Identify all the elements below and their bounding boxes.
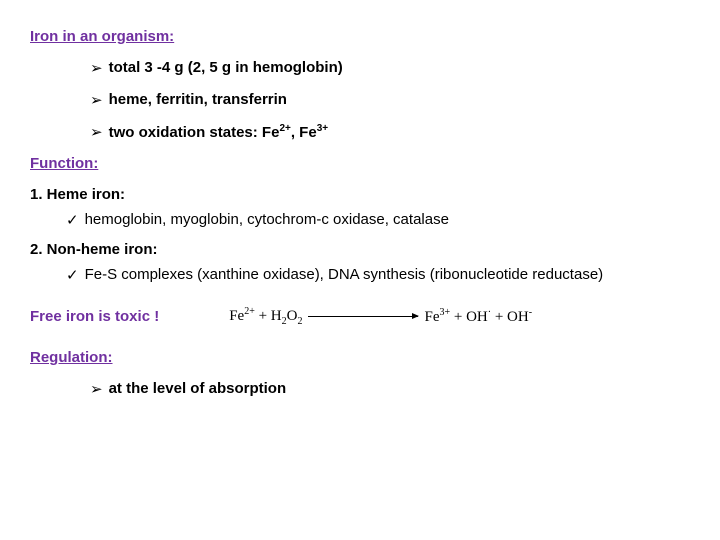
bullet-text: two oxidation states: Fe2+, Fe3+ (109, 123, 329, 141)
bullet-heme: ➢ heme, ferritin, transferrin (90, 91, 690, 109)
oh1: + OH (450, 309, 488, 325)
toxic-row: Free iron is toxic ! Fe2+ + H2O2 Fe3+ + … (30, 306, 690, 327)
regulation-heading: Regulation: (30, 349, 690, 366)
sup-fe2: 2+ (244, 306, 255, 317)
arrow-icon: ➢ (90, 123, 103, 141)
fe-left: Fe (229, 308, 244, 324)
plus-h: + H (255, 308, 282, 324)
check-icon: ✓ (66, 266, 79, 284)
heme-text: hemoglobin, myoglobin, cytochrom-c oxida… (85, 211, 449, 228)
react-fe2: Fe2+ + H2O2 (229, 306, 302, 327)
iron-bullet-list: ➢ total 3 -4 g (2, 5 g in hemoglobin) ➢ … (90, 59, 690, 141)
sup-2plus: 2+ (279, 123, 290, 134)
oh2: + OH (491, 309, 529, 325)
sub-2b: 2 (297, 316, 302, 327)
regulation-text: at the level of absorption (109, 380, 287, 397)
fe-right: Fe (424, 309, 439, 325)
regulation-item: ➢ at the level of absorption (90, 380, 690, 398)
bullet-text: total 3 -4 g (2, 5 g in hemoglobin) (109, 59, 343, 76)
bullet-text: heme, ferritin, transferrin (109, 91, 287, 108)
ox-prefix: two oxidation states: Fe (109, 124, 280, 141)
check-icon: ✓ (66, 211, 79, 229)
reaction-arrow-icon (308, 316, 418, 317)
nonheme-list: ✓ Fe-S complexes (xanthine oxidase), DNA… (66, 266, 690, 284)
nonheme-iron-heading: 2. Non-heme iron: (30, 241, 690, 258)
bullet-total: ➢ total 3 -4 g (2, 5 g in hemoglobin) (90, 59, 690, 77)
o-mid: O (287, 308, 298, 324)
regulation-block: Regulation: ➢ at the level of absorption (30, 349, 690, 398)
arrow-icon: ➢ (90, 380, 103, 398)
function-heading: Function: (30, 155, 690, 172)
sup-minus: - (529, 307, 532, 318)
bullet-oxidation: ➢ two oxidation states: Fe2+, Fe3+ (90, 123, 690, 141)
arrow-icon: ➢ (90, 59, 103, 77)
nonheme-text: Fe-S complexes (xanthine oxidase), DNA s… (85, 266, 604, 283)
arrow-icon: ➢ (90, 91, 103, 109)
heme-list: ✓ hemoglobin, myoglobin, cytochrom-c oxi… (66, 211, 690, 229)
fenton-reaction: Fe2+ + H2O2 Fe3+ + OH· + OH- (229, 306, 532, 327)
react-products: Fe3+ + OH· + OH- (424, 307, 532, 326)
heme-iron-heading: 1. Heme iron: (30, 186, 690, 203)
nonheme-item: ✓ Fe-S complexes (xanthine oxidase), DNA… (66, 266, 690, 284)
iron-heading: Iron in an organism: (30, 28, 690, 45)
regulation-list: ➢ at the level of absorption (90, 380, 690, 398)
sup-3plus: 3+ (317, 123, 328, 134)
sup-fe3: 3+ (439, 307, 450, 318)
heme-item: ✓ hemoglobin, myoglobin, cytochrom-c oxi… (66, 211, 690, 229)
toxic-label: Free iron is toxic ! (30, 308, 159, 325)
